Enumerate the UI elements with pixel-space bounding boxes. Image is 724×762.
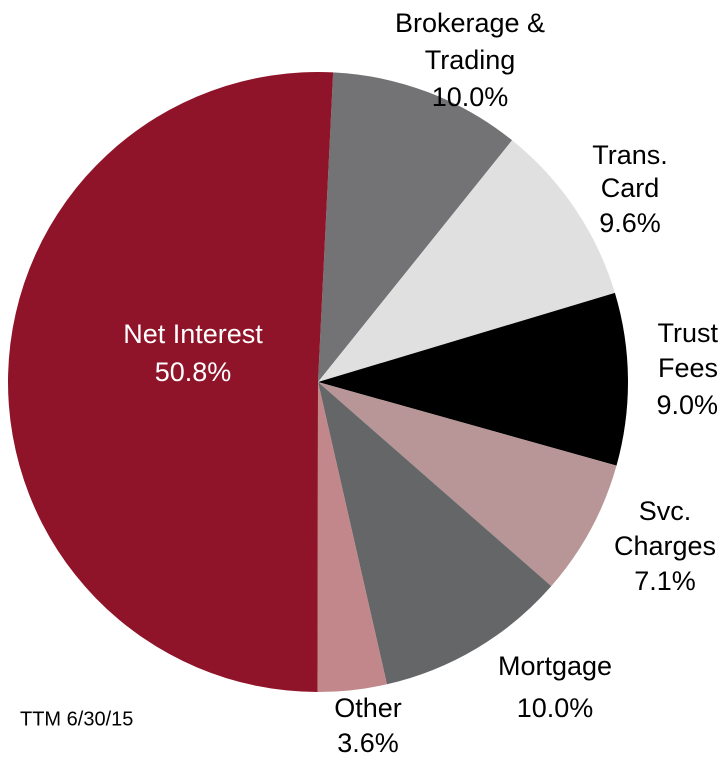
pie-slice (7, 72, 334, 692)
pie-slice (318, 382, 552, 685)
slice-label: Trust (658, 318, 719, 348)
pie-slice (318, 382, 617, 587)
slice-label: Charges (614, 531, 716, 561)
slice-label: Mortgage (498, 651, 612, 681)
value-label: 50.8% (155, 357, 232, 387)
slice-label: Svc. (639, 496, 692, 526)
slice-label: Fees (658, 353, 718, 383)
value-label: 3.6% (337, 728, 399, 758)
value-label: 9.6% (599, 208, 661, 238)
value-label: 10.0% (517, 693, 594, 723)
slice-label: Brokerage & (395, 8, 545, 38)
pie-slice (318, 72, 513, 383)
value-label: 7.1% (634, 566, 696, 596)
value-label: 9.0% (656, 390, 718, 420)
slice-label: Other (334, 693, 402, 723)
value-label: 10.0% (432, 82, 509, 112)
annotation: TTM 6/30/15 (20, 708, 133, 730)
slice-label: Card (601, 173, 660, 203)
pie-slice (318, 292, 628, 466)
pie-slice (318, 140, 615, 382)
slice-label: Net Interest (123, 319, 263, 349)
slice-label: Trading (425, 45, 516, 75)
slices (7, 72, 628, 692)
pie-slice (317, 382, 387, 692)
slice-label: Trans. (592, 140, 668, 170)
